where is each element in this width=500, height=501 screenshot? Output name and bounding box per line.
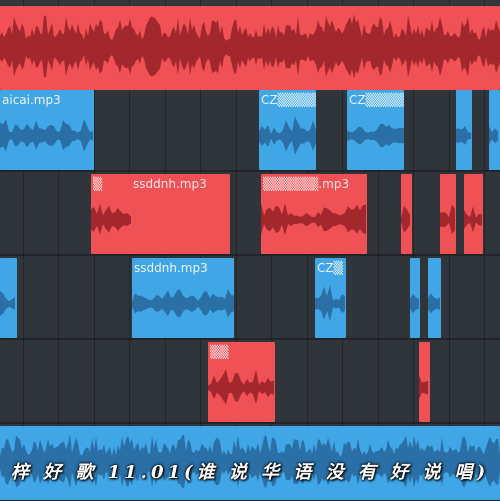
audio-clip[interactable]: ssddnh.mp3 (132, 258, 234, 338)
track-separator (0, 422, 500, 425)
audio-clip[interactable] (401, 174, 412, 254)
audio-clip[interactable] (489, 90, 500, 170)
waveform-shape (456, 126, 471, 145)
audio-clip[interactable]: aicai.mp3 (0, 90, 94, 170)
audio-clip[interactable]: CZ▒▒▒▒▒ (347, 90, 404, 170)
audio-clip[interactable] (419, 342, 430, 422)
audio-clip[interactable] (0, 426, 500, 500)
waveform (0, 290, 15, 316)
waveform (428, 293, 440, 314)
audio-clip[interactable] (440, 174, 456, 254)
video-caption: 梓 好 歌 11.01(谁 说 华 语 没 有 好 说 唱) (10, 462, 490, 483)
clip-filename: aicai.mp3 (2, 93, 61, 107)
clip-filename: CZ▒ (317, 261, 343, 275)
waveform (315, 285, 345, 321)
clip-filename: ▒ (93, 177, 103, 191)
waveform-shape (347, 123, 404, 148)
waveform (347, 123, 404, 148)
track-3-lane (0, 172, 500, 256)
waveform-shape (419, 375, 428, 400)
clip-filename: CZ▒▒▒▒▒ (261, 93, 316, 107)
waveform (132, 288, 234, 318)
audio-clip[interactable]: ssddnh.mp3 (131, 174, 230, 254)
waveform (208, 369, 274, 405)
waveform (401, 205, 410, 233)
clip-filename: ssddnh.mp3 (133, 177, 207, 191)
waveform-shape (132, 288, 234, 318)
audio-clip[interactable] (456, 90, 472, 170)
waveform-shape (208, 369, 274, 405)
waveform (464, 206, 482, 233)
waveform-shape (410, 293, 419, 314)
waveform-shape (401, 205, 410, 233)
waveform-shape (0, 290, 15, 316)
clip-filename: ssddnh.mp3 (134, 261, 208, 275)
waveform-shape (315, 285, 345, 321)
audio-clip[interactable] (428, 258, 441, 338)
waveform-shape (0, 14, 500, 79)
waveform (419, 375, 428, 400)
track-4-lane (0, 256, 500, 340)
clip-filename: ▒▒ (210, 345, 229, 359)
audio-clip[interactable] (464, 174, 483, 254)
waveform (261, 203, 366, 235)
waveform-shape (428, 293, 440, 314)
waveform (259, 115, 316, 155)
waveform-shape (261, 203, 366, 235)
waveform (489, 126, 498, 145)
track-separator (0, 338, 500, 341)
waveform-shape (259, 115, 316, 155)
clip-filename: CZ▒▒▒▒▒ (349, 93, 404, 107)
waveform (410, 293, 419, 314)
waveform-shape (440, 204, 455, 234)
track-separator (0, 170, 500, 173)
audio-clip[interactable]: ▒▒▒▒▒▒.mp3 (261, 174, 367, 254)
waveform (440, 204, 455, 234)
waveform (0, 118, 93, 152)
audio-clip[interactable] (0, 258, 17, 338)
audio-clip[interactable] (0, 6, 500, 90)
audio-clip[interactable]: CZ▒ (315, 258, 346, 338)
waveform-shape (0, 118, 93, 152)
grid-line (413, 0, 414, 500)
waveform-shape (464, 206, 482, 233)
grid-line (484, 0, 485, 500)
grid-line (378, 0, 379, 500)
grid-line (23, 0, 24, 500)
audio-clip[interactable] (410, 258, 420, 338)
clip-filename: ▒▒▒▒▒▒.mp3 (263, 177, 350, 191)
waveform (0, 434, 500, 489)
grid-line (58, 0, 59, 500)
audio-clip[interactable]: ▒▒ (208, 342, 275, 422)
waveform-shape (489, 126, 498, 145)
waveform (0, 14, 500, 79)
waveform (456, 126, 471, 145)
track-separator (0, 254, 500, 257)
audio-clip[interactable]: CZ▒▒▒▒▒ (259, 90, 316, 170)
waveform-shape (0, 434, 500, 489)
grid-line (236, 0, 237, 500)
